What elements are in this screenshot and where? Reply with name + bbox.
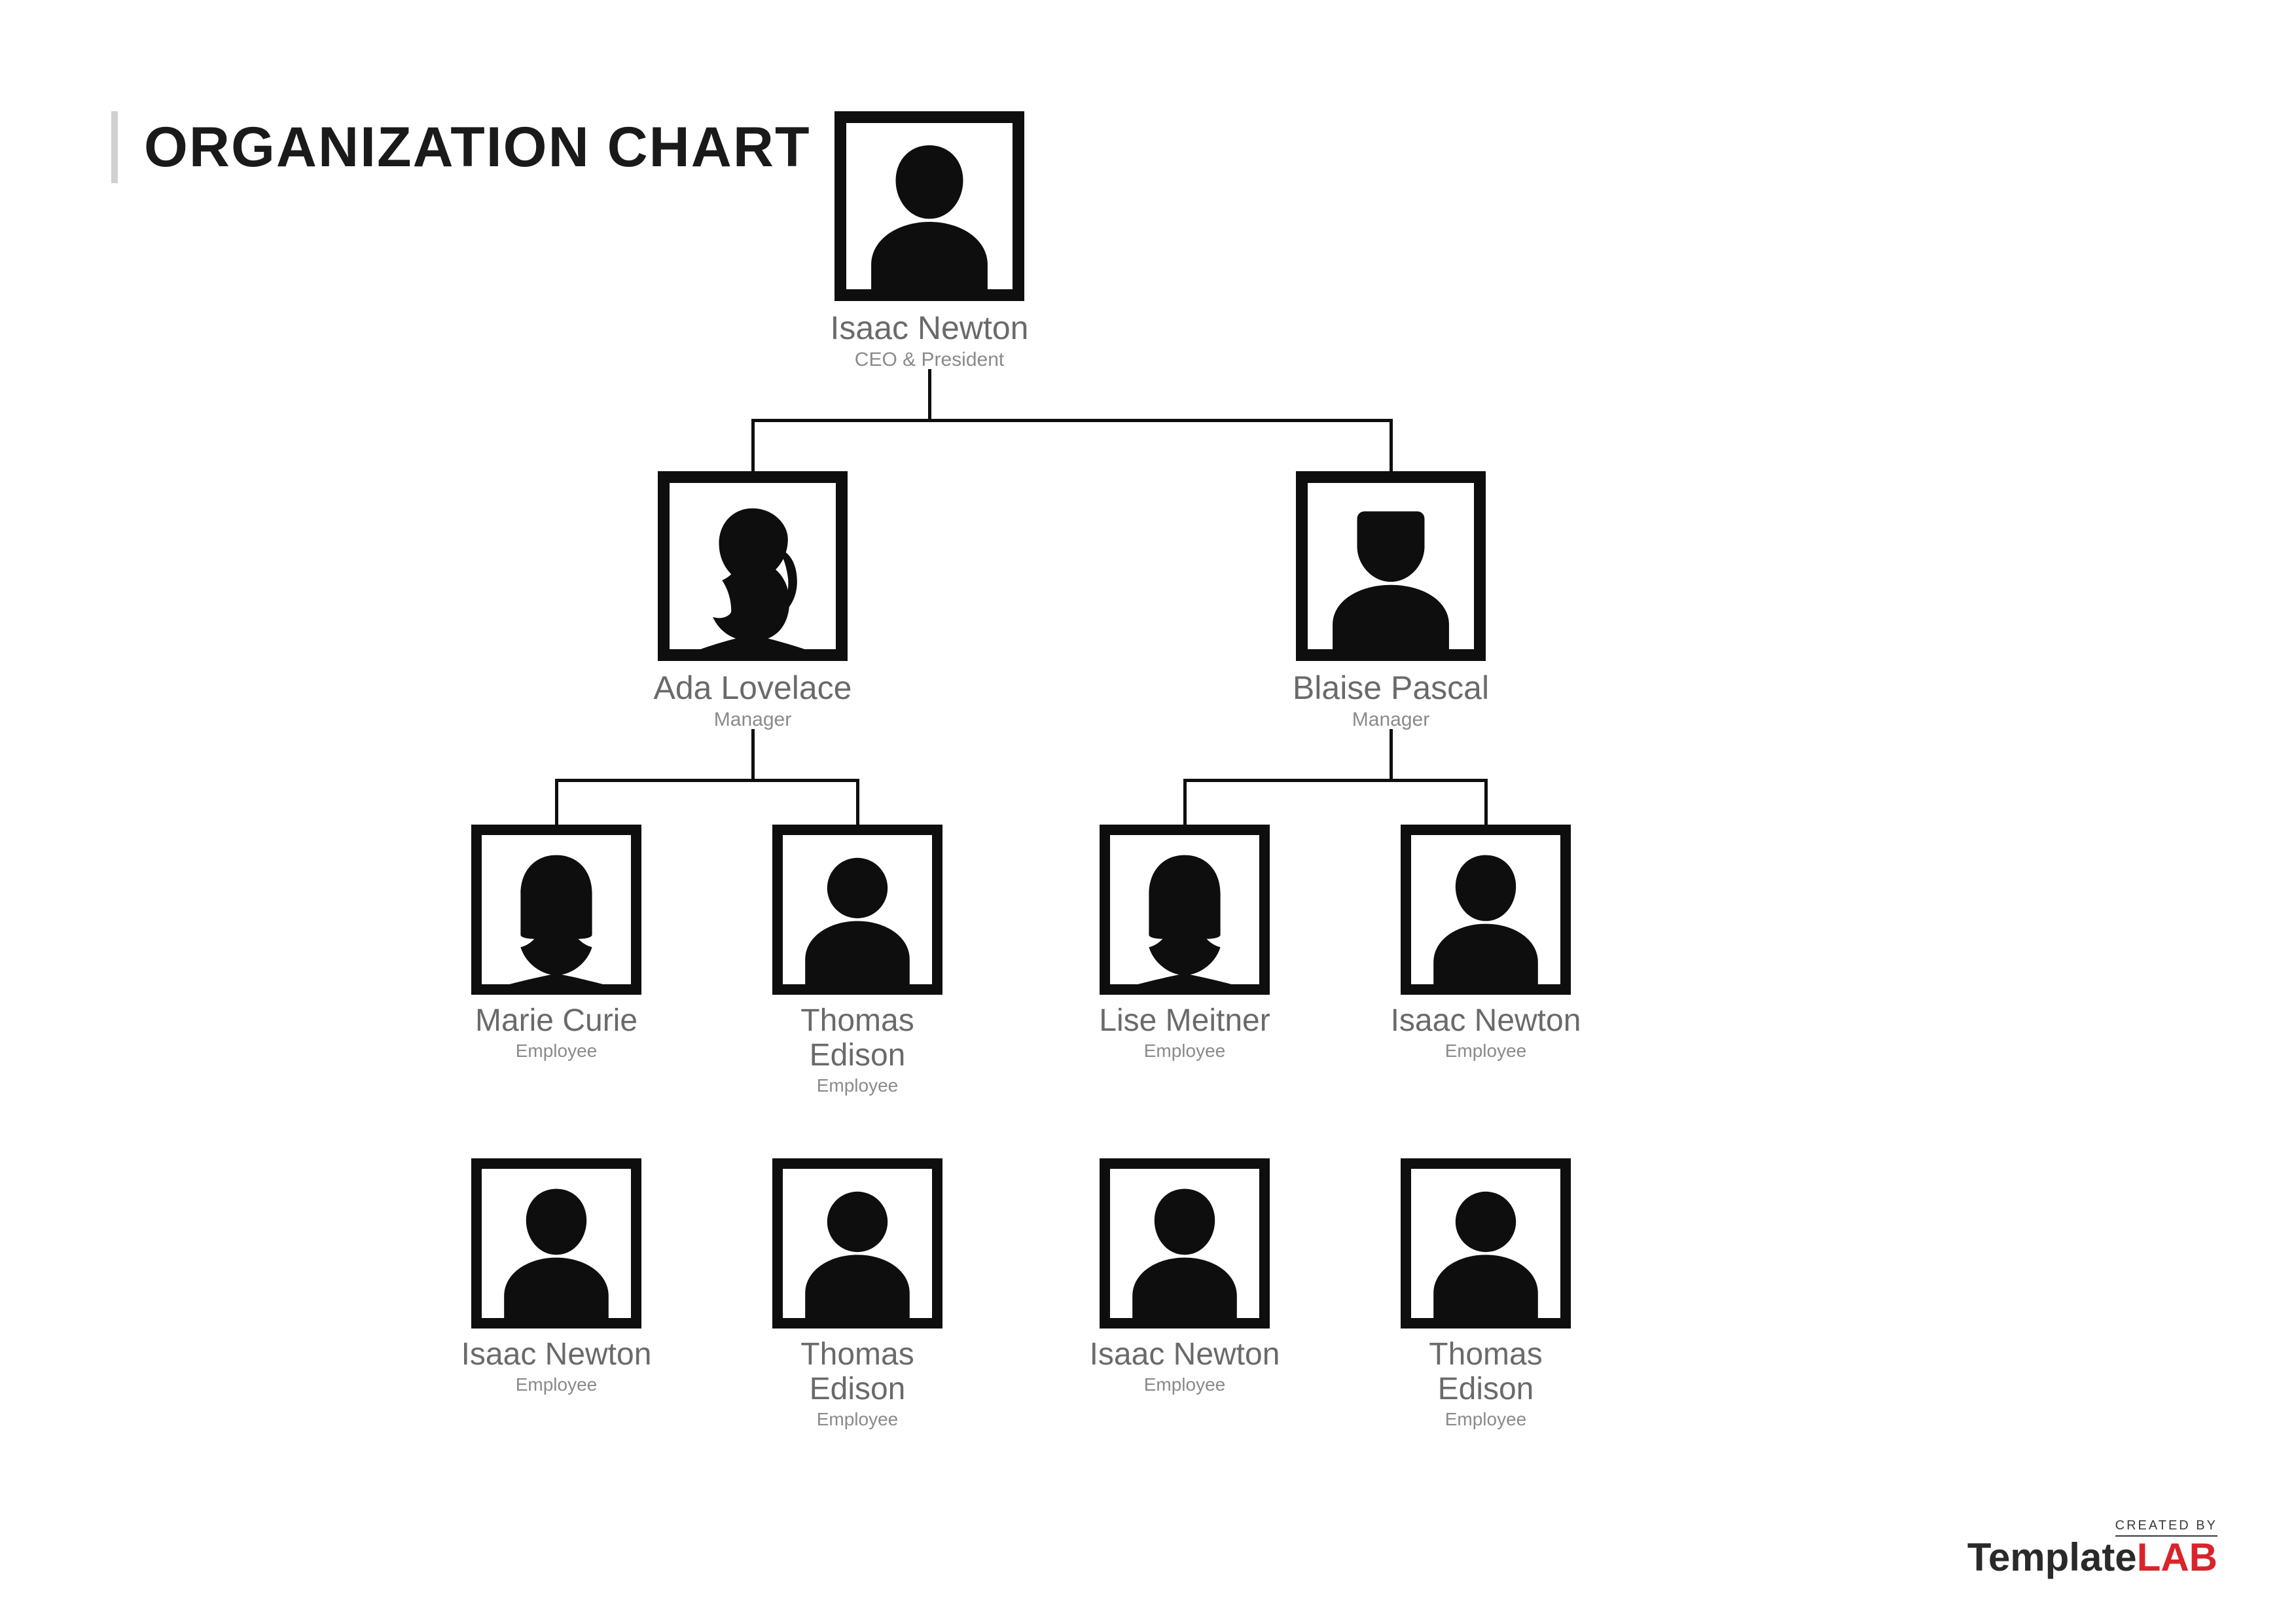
person-silhouette-icon: [676, 496, 829, 649]
person-role: Employee: [1388, 1410, 1584, 1430]
org-node: Isaac Newton CEO & President: [821, 111, 1037, 370]
org-node: Ada Lovelace Manager: [645, 471, 861, 730]
created-by-label: CREATED BY: [2115, 1518, 2217, 1537]
title-accent-bar: [111, 111, 118, 183]
person-silhouette-icon: [1417, 1181, 1554, 1318]
avatar-frame: [658, 471, 848, 661]
org-node: Marie CurieEmployee: [458, 825, 655, 1061]
connector-line: [1183, 779, 1488, 782]
footer-brand: CREATED BY TemplateLAB: [1967, 1518, 2217, 1577]
page-title: ORGANIZATION CHART: [144, 115, 811, 180]
connector-line: [751, 729, 755, 779]
person-silhouette-icon: [789, 1181, 926, 1318]
person-role: CEO & President: [821, 349, 1037, 370]
person-silhouette-icon: [1314, 496, 1467, 649]
person-role: Employee: [458, 1041, 655, 1061]
person-name: Thomas Edison: [759, 1004, 956, 1073]
org-node: Blaise Pascal Manager: [1283, 471, 1499, 730]
person-name: Blaise Pascal: [1283, 670, 1499, 706]
org-node: Thomas Edison Employee: [1388, 1158, 1584, 1429]
org-node: Thomas Edison Employee: [759, 1158, 956, 1429]
person-silhouette-icon: [853, 136, 1006, 289]
person-name: Isaac Newton: [458, 1338, 655, 1372]
person-silhouette-icon: [488, 847, 625, 984]
connector-line: [555, 779, 859, 782]
person-silhouette-icon: [1116, 847, 1253, 984]
person-name: Thomas Edison: [759, 1338, 956, 1407]
brand-prefix: Template: [1967, 1535, 2137, 1579]
avatar-frame: [772, 825, 942, 995]
person-name: Lise Meitner: [1086, 1004, 1283, 1039]
person-silhouette-icon: [1417, 847, 1554, 984]
org-node: Lise MeitnerEmployee: [1086, 825, 1283, 1061]
person-name: Isaac Newton: [1086, 1338, 1283, 1372]
brand-logo: TemplateLAB: [1967, 1538, 2217, 1577]
person-name: Marie Curie: [458, 1004, 655, 1039]
connector-line: [751, 419, 1393, 422]
org-node: Isaac Newton Employee: [1086, 1158, 1283, 1395]
person-role: Employee: [458, 1375, 655, 1395]
person-role: Employee: [759, 1076, 956, 1096]
avatar-frame: [471, 1158, 641, 1329]
avatar-frame: [834, 111, 1024, 301]
connector-line: [751, 419, 755, 471]
connector-line: [555, 779, 558, 825]
person-role: Manager: [645, 709, 861, 730]
person-name: Isaac Newton: [1388, 1004, 1584, 1039]
org-node: Thomas Edison Employee: [759, 825, 956, 1096]
avatar-frame: [1401, 825, 1571, 995]
connector-line: [856, 779, 859, 825]
connector-line: [1390, 419, 1393, 471]
person-name: Ada Lovelace: [645, 670, 861, 706]
person-role: Employee: [1086, 1041, 1283, 1061]
person-role: Employee: [1086, 1375, 1283, 1395]
person-role: Manager: [1283, 709, 1499, 730]
avatar-frame: [772, 1158, 942, 1329]
avatar-frame: [1100, 1158, 1270, 1329]
connector-line: [1484, 779, 1488, 825]
avatar-frame: [471, 825, 641, 995]
org-node: Isaac NewtonEmployee: [1388, 825, 1584, 1061]
avatar-frame: [1296, 471, 1486, 661]
page-title-region: ORGANIZATION CHART: [111, 111, 811, 183]
connector-line: [928, 369, 931, 419]
person-name: Isaac Newton: [821, 310, 1037, 346]
avatar-frame: [1401, 1158, 1571, 1329]
brand-suffix: LAB: [2137, 1535, 2217, 1579]
person-role: Employee: [1388, 1041, 1584, 1061]
connector-line: [1390, 729, 1393, 779]
avatar-frame: [1100, 825, 1270, 995]
person-silhouette-icon: [789, 847, 926, 984]
person-name: Thomas Edison: [1388, 1338, 1584, 1407]
connector-line: [1183, 779, 1187, 825]
org-node: Isaac Newton Employee: [458, 1158, 655, 1395]
person-role: Employee: [759, 1410, 956, 1430]
person-silhouette-icon: [1116, 1181, 1253, 1318]
person-silhouette-icon: [488, 1181, 625, 1318]
